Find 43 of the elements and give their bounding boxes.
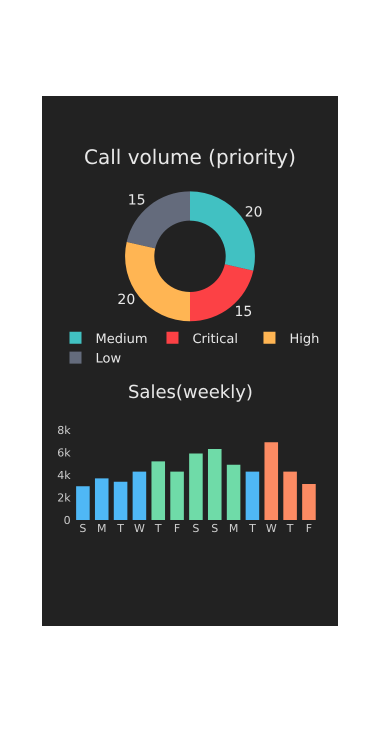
donut-slice — [190, 264, 254, 322]
data-label: 15 — [128, 192, 146, 209]
x-tick-label: W — [134, 522, 145, 535]
x-tick-label: T — [286, 522, 294, 535]
bar — [114, 482, 128, 520]
donut-slice — [126, 191, 190, 248]
x-tick-label: S — [79, 522, 86, 535]
bar — [170, 472, 184, 520]
x-tick-label: W — [266, 522, 277, 535]
bar — [94, 478, 109, 520]
x-tick-label: F — [174, 522, 180, 535]
bar — [132, 472, 146, 520]
bar — [208, 449, 222, 520]
bar — [151, 461, 166, 520]
chart-title: Call volume (priority) — [84, 145, 296, 169]
x-tick-label: T — [116, 522, 124, 535]
x-tick-label: M — [228, 522, 238, 535]
chart-title: Sales(weekly) — [128, 382, 253, 403]
x-tick-label: T — [248, 522, 256, 535]
bar — [264, 442, 278, 520]
data-label: 20 — [244, 204, 263, 221]
legend-label: Critical — [192, 332, 238, 347]
x-tick-label: S — [211, 522, 218, 535]
bar — [189, 454, 203, 520]
data-label: 20 — [117, 292, 136, 308]
y-tick-label: 2k — [57, 491, 72, 504]
x-tick-label: T — [154, 522, 162, 535]
x-tick-label: S — [192, 522, 200, 535]
legend-label: Medium — [96, 332, 148, 347]
bar — [76, 486, 90, 520]
bar — [283, 472, 297, 520]
y-tick-label: 8k — [57, 424, 72, 437]
data-label: 15 — [234, 304, 252, 320]
y-tick-label: 6k — [57, 446, 72, 460]
legend-label: High — [289, 332, 320, 347]
x-tick-label: M — [96, 522, 106, 535]
y-tick-label: 4k — [57, 468, 72, 482]
y-tick-label: 0 — [64, 514, 71, 527]
bar — [302, 484, 316, 520]
legend-label: Low — [96, 352, 122, 367]
x-tick-label: F — [306, 522, 312, 535]
bar — [226, 464, 240, 520]
bar — [246, 472, 260, 520]
